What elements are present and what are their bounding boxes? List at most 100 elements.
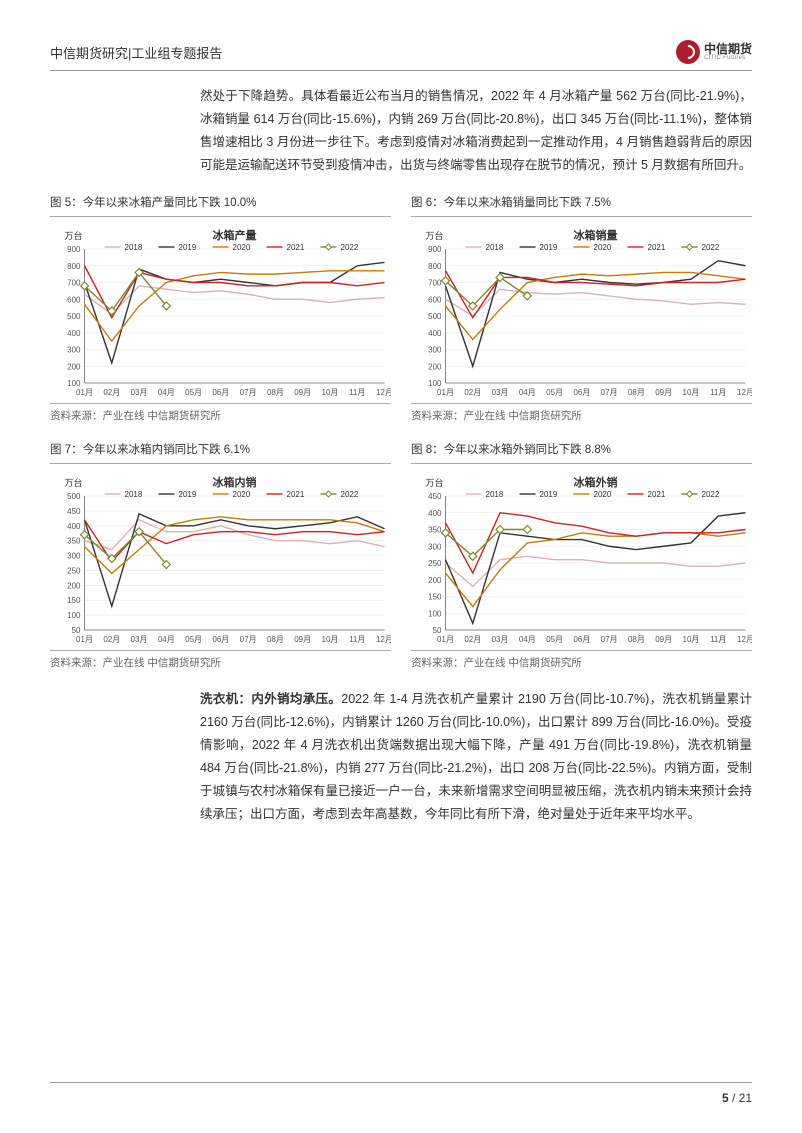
svg-text:350: 350	[67, 536, 81, 545]
svg-text:万台: 万台	[64, 477, 82, 488]
svg-text:06月: 06月	[573, 388, 590, 397]
chart-7-caption: 图 7：今年以来冰箱内销同比下跌 6.1%	[50, 441, 391, 464]
svg-text:800: 800	[67, 261, 81, 270]
svg-text:08月: 08月	[267, 388, 284, 397]
svg-text:03月: 03月	[492, 388, 509, 397]
svg-text:700: 700	[67, 278, 81, 287]
chart-5-canvas: 10020030040050060070080090001月02月03月04月0…	[50, 221, 391, 401]
svg-text:350: 350	[428, 525, 442, 534]
svg-text:2020: 2020	[233, 490, 251, 499]
svg-text:2020: 2020	[594, 490, 612, 499]
svg-text:10月: 10月	[322, 388, 339, 397]
chart-8-canvas: 5010015020025030035040045001月02月03月04月05…	[411, 468, 752, 648]
chart-7-canvas: 5010015020025030035040045050001月02月03月04…	[50, 468, 391, 648]
svg-text:50: 50	[72, 626, 81, 635]
svg-text:03月: 03月	[131, 635, 148, 644]
svg-text:01月: 01月	[76, 388, 93, 397]
svg-text:01月: 01月	[437, 635, 454, 644]
svg-text:2021: 2021	[648, 243, 666, 252]
svg-text:10月: 10月	[683, 388, 700, 397]
chart-6-caption: 图 6：今年以来冰箱销量同比下跌 7.5%	[411, 194, 752, 217]
paragraph-bottom: 洗衣机：内外销均承压。2022 年 1-4 月洗衣机产量累计 2190 万台(同…	[200, 688, 752, 827]
charts-row-1: 图 5：今年以来冰箱产量同比下跌 10.0% 10020030040050060…	[50, 194, 752, 437]
svg-text:万台: 万台	[425, 230, 443, 241]
svg-text:08月: 08月	[267, 635, 284, 644]
svg-text:06月: 06月	[573, 635, 590, 644]
charts-row-2: 图 7：今年以来冰箱内销同比下跌 6.1% 501001502002503003…	[50, 441, 752, 684]
svg-text:2021: 2021	[287, 490, 305, 499]
chart-7-source: 资料来源：产业在线 中信期货研究所	[50, 650, 391, 670]
svg-text:01月: 01月	[437, 388, 454, 397]
svg-text:300: 300	[67, 551, 81, 560]
chart-5: 图 5：今年以来冰箱产量同比下跌 10.0% 10020030040050060…	[50, 194, 391, 437]
logo-cn: 中信期货	[704, 43, 752, 55]
svg-text:250: 250	[67, 566, 81, 575]
svg-text:07月: 07月	[601, 635, 618, 644]
svg-text:200: 200	[428, 575, 442, 584]
chart-8-caption: 图 8：今年以来冰箱外销同比下跌 8.8%	[411, 441, 752, 464]
svg-text:500: 500	[428, 312, 442, 321]
svg-text:06月: 06月	[212, 635, 229, 644]
logo-mark-icon	[676, 40, 700, 64]
svg-text:06月: 06月	[212, 388, 229, 397]
svg-text:2021: 2021	[648, 490, 666, 499]
svg-text:900: 900	[428, 245, 442, 254]
svg-text:2022: 2022	[702, 490, 720, 499]
svg-text:200: 200	[428, 362, 442, 371]
svg-text:800: 800	[428, 261, 442, 270]
svg-text:2022: 2022	[341, 243, 359, 252]
svg-text:100: 100	[428, 379, 442, 388]
svg-text:02月: 02月	[464, 388, 481, 397]
svg-text:250: 250	[428, 559, 442, 568]
svg-text:10月: 10月	[683, 635, 700, 644]
svg-text:09月: 09月	[655, 635, 672, 644]
svg-text:12月: 12月	[376, 388, 391, 397]
svg-text:400: 400	[428, 508, 442, 517]
svg-text:09月: 09月	[655, 388, 672, 397]
svg-text:2020: 2020	[594, 243, 612, 252]
page-sep: /	[729, 1091, 739, 1105]
svg-text:05月: 05月	[185, 388, 202, 397]
svg-text:08月: 08月	[628, 635, 645, 644]
svg-text:11月: 11月	[710, 388, 726, 397]
svg-text:03月: 03月	[131, 388, 148, 397]
page-current: 5	[722, 1091, 729, 1105]
svg-text:100: 100	[67, 379, 81, 388]
svg-text:07月: 07月	[240, 388, 257, 397]
svg-text:冰箱外销: 冰箱外销	[574, 475, 618, 489]
svg-text:12月: 12月	[737, 635, 752, 644]
svg-text:09月: 09月	[294, 635, 311, 644]
footer-rule	[50, 1082, 752, 1083]
svg-text:冰箱内销: 冰箱内销	[213, 475, 257, 489]
svg-text:2022: 2022	[702, 243, 720, 252]
svg-text:冰箱销量: 冰箱销量	[574, 228, 618, 242]
svg-text:07月: 07月	[601, 388, 618, 397]
svg-text:万台: 万台	[425, 477, 443, 488]
page-total: 21	[739, 1091, 752, 1105]
svg-text:450: 450	[67, 506, 81, 515]
svg-text:07月: 07月	[240, 635, 257, 644]
svg-text:200: 200	[67, 581, 81, 590]
svg-text:500: 500	[67, 312, 81, 321]
logo-en: CITIC Futures	[704, 55, 752, 61]
svg-text:02月: 02月	[103, 635, 120, 644]
paragraph-bottom-body: 2022 年 1-4 月洗衣机产量累计 2190 万台(同比-10.7%)，洗衣…	[200, 692, 752, 822]
svg-text:11月: 11月	[710, 635, 726, 644]
chart-6-canvas: 10020030040050060070080090001月02月03月04月0…	[411, 221, 752, 401]
svg-text:10月: 10月	[322, 635, 339, 644]
svg-text:400: 400	[428, 328, 442, 337]
svg-text:2021: 2021	[287, 243, 305, 252]
svg-text:05月: 05月	[546, 635, 563, 644]
svg-text:400: 400	[67, 328, 81, 337]
chart-6-source: 资料来源：产业在线 中信期货研究所	[411, 403, 752, 423]
svg-text:100: 100	[428, 609, 442, 618]
svg-text:2018: 2018	[486, 243, 504, 252]
svg-text:08月: 08月	[628, 388, 645, 397]
header-title: 中信期货研究|工业组专题报告	[50, 43, 222, 62]
svg-text:万台: 万台	[64, 230, 82, 241]
svg-text:2019: 2019	[179, 490, 197, 499]
svg-text:100: 100	[67, 611, 81, 620]
svg-text:11月: 11月	[349, 635, 365, 644]
paragraph-top: 然处于下降趋势。具体看最近公布当月的销售情况，2022 年 4 月冰箱产量 56…	[200, 85, 752, 178]
svg-text:2019: 2019	[179, 243, 197, 252]
